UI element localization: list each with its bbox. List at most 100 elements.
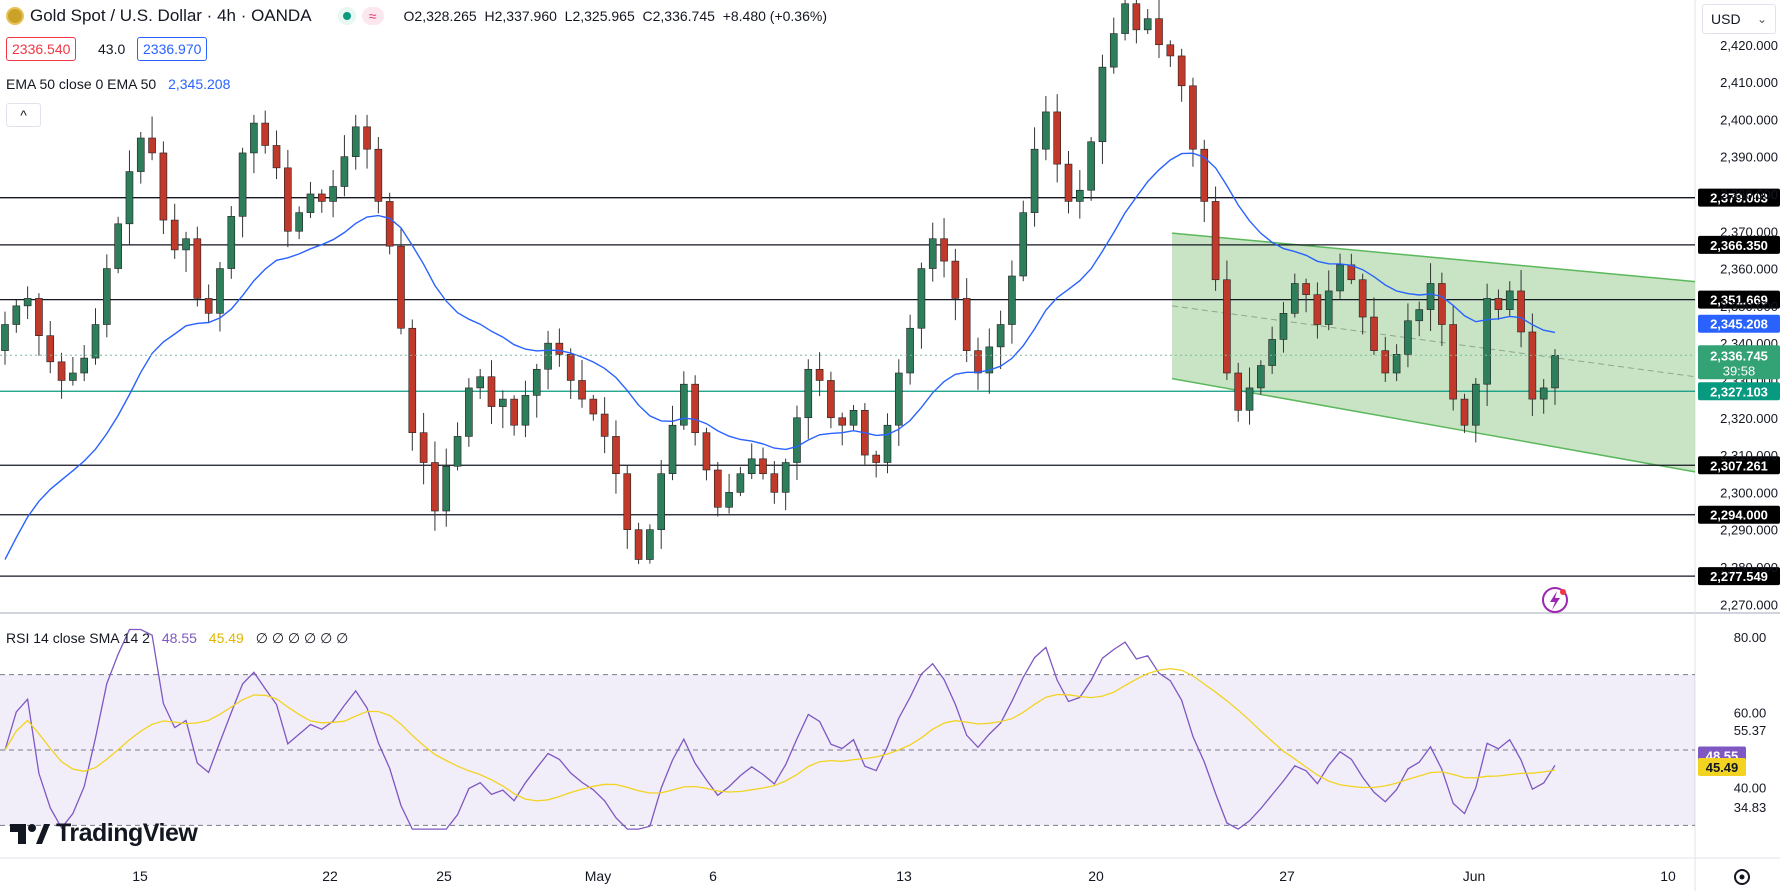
candle-body [544, 342, 552, 370]
candle-body [408, 327, 417, 433]
tradingview-logo[interactable]: TradingView [10, 818, 198, 848]
candle [883, 413, 892, 474]
candle [397, 228, 405, 335]
candle [1336, 253, 1344, 299]
level-tag-label: 2,351.669 [1710, 293, 1768, 308]
candle [544, 330, 552, 390]
channel-mid-line [1171, 305, 1696, 378]
candle [1189, 77, 1197, 167]
collapse-legend-button[interactable]: ^ [6, 103, 41, 127]
candle-body [1279, 313, 1288, 340]
candle [91, 308, 100, 365]
candle [702, 427, 711, 481]
candle [227, 206, 236, 279]
candle-body [1211, 201, 1220, 281]
candle [1302, 278, 1310, 313]
candle-body [1449, 324, 1457, 400]
candle-body [284, 167, 292, 232]
time-axis-tick: 20 [1088, 868, 1104, 884]
candle-body [894, 372, 903, 426]
symbol-header[interactable]: Gold Spot / U.S. Dollar · 4h · OANDA ≈ O… [6, 6, 827, 26]
candle-body [1528, 331, 1537, 400]
candle [928, 222, 937, 282]
candle [1268, 326, 1276, 374]
candle [295, 206, 303, 240]
level-tag [1698, 567, 1780, 586]
candle-body [702, 432, 711, 471]
support-tag [1698, 382, 1780, 401]
candle-body [713, 469, 722, 508]
ema-indicator-legend[interactable]: EMA 50 close 0 EMA 50 2,345.208 [6, 76, 230, 92]
candle-body [849, 409, 858, 426]
candle-body [883, 424, 892, 463]
price-axis-tick: 2,370.000 [1720, 224, 1778, 239]
candle [781, 458, 790, 511]
price-axis-tick: 2,290.000 [1720, 523, 1778, 538]
last-price-tag [1698, 345, 1780, 380]
candle-body [306, 193, 315, 213]
time-axis-tick: 13 [896, 868, 912, 884]
candle [419, 412, 428, 485]
bar-countdown-label: 39:58 [1723, 363, 1756, 378]
candle [261, 110, 270, 154]
candle-body [1098, 66, 1107, 143]
candle-body [1290, 283, 1299, 314]
candle-body [793, 417, 801, 463]
time-axis-tick: 22 [322, 868, 338, 884]
candle [1, 311, 9, 365]
candle [532, 363, 541, 418]
gear-ring [1734, 869, 1750, 885]
candle [759, 447, 767, 480]
candle [566, 348, 575, 399]
candle-body [250, 122, 258, 154]
candle-body [1, 324, 9, 351]
candle [1290, 273, 1299, 318]
price-axis-tick: 2,320.000 [1720, 411, 1778, 426]
candle [1505, 281, 1514, 317]
candle [1460, 393, 1469, 433]
candle-body [725, 492, 733, 508]
level-tag-label: 2,277.549 [1710, 569, 1768, 584]
price-axis-tick: 2,410.000 [1720, 75, 1778, 90]
candle [894, 359, 903, 446]
candle-body [465, 387, 473, 437]
candle-body [57, 361, 66, 381]
channel-upper-line [1171, 232, 1696, 283]
candle-body [827, 380, 835, 419]
candle-body [91, 324, 100, 359]
candle [612, 420, 620, 494]
candle [1076, 170, 1084, 219]
candle-body [170, 219, 179, 251]
candle [974, 337, 982, 390]
candle-body [940, 238, 948, 262]
candle [442, 448, 451, 527]
rsi-legend[interactable]: RSI 14 close SMA 14 2 48.55 45.49 ∅ ∅ ∅ … [6, 630, 348, 647]
candle [125, 150, 134, 246]
buy-price-box[interactable]: 2336.970 [137, 37, 208, 61]
candle [623, 465, 632, 549]
last-price-tag-label: 2,336.745 [1710, 348, 1768, 363]
candle-body [351, 126, 360, 157]
lightning-alert-icon [1542, 587, 1568, 613]
currency-selector[interactable]: USD ⌄ [1702, 4, 1776, 34]
candle-body [1494, 298, 1503, 310]
candle-body [136, 137, 145, 172]
candle-body [317, 193, 326, 202]
time-axis-tick: 6 [709, 868, 717, 884]
sell-price-box[interactable]: 2336.540 [6, 37, 77, 61]
candle [1471, 377, 1480, 443]
candle-body [657, 473, 666, 530]
rsi-label: RSI 14 close SMA 14 2 [6, 630, 150, 646]
candle-body [872, 454, 880, 463]
candle-body [1030, 148, 1039, 213]
candle [1019, 200, 1028, 282]
currency-label: USD [1711, 11, 1741, 27]
candle-body [261, 122, 270, 146]
ema50-line [4, 152, 1556, 560]
candle [1064, 151, 1073, 214]
alert-dot [1560, 589, 1566, 595]
candle-body [532, 368, 541, 396]
compare-wave-icon[interactable]: ≈ [361, 7, 384, 25]
